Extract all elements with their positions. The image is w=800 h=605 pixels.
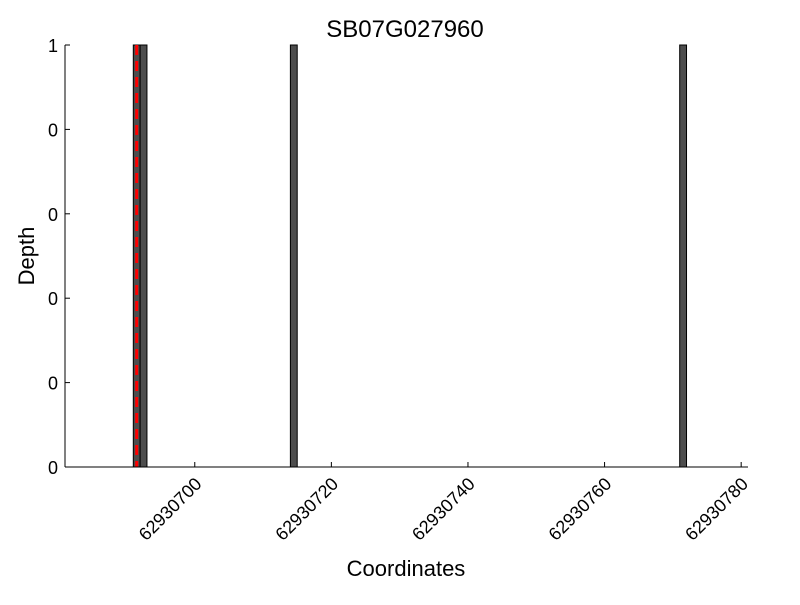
y-axis-label: Depth	[14, 227, 39, 286]
y-tick-label: 0	[48, 120, 58, 140]
x-tick-label: 62930780	[681, 474, 752, 545]
y-tick-label: 1	[48, 36, 58, 56]
x-axis-label: Coordinates	[347, 556, 466, 581]
y-tick-label: 0	[48, 289, 58, 309]
y-tick-label: 0	[48, 374, 58, 394]
x-tick-label: 62930740	[408, 474, 479, 545]
x-tick-label: 62930700	[135, 474, 206, 545]
bar-1	[139, 44, 148, 468]
x-tick-label: 62930720	[271, 474, 342, 545]
x-tick-label: 62930760	[545, 474, 616, 545]
bar-3	[679, 44, 688, 468]
y-tick-label: 0	[48, 205, 58, 225]
bar-2	[289, 44, 298, 468]
y-tick-label: 0	[48, 458, 58, 478]
chart-title: SB07G027960	[326, 16, 483, 43]
